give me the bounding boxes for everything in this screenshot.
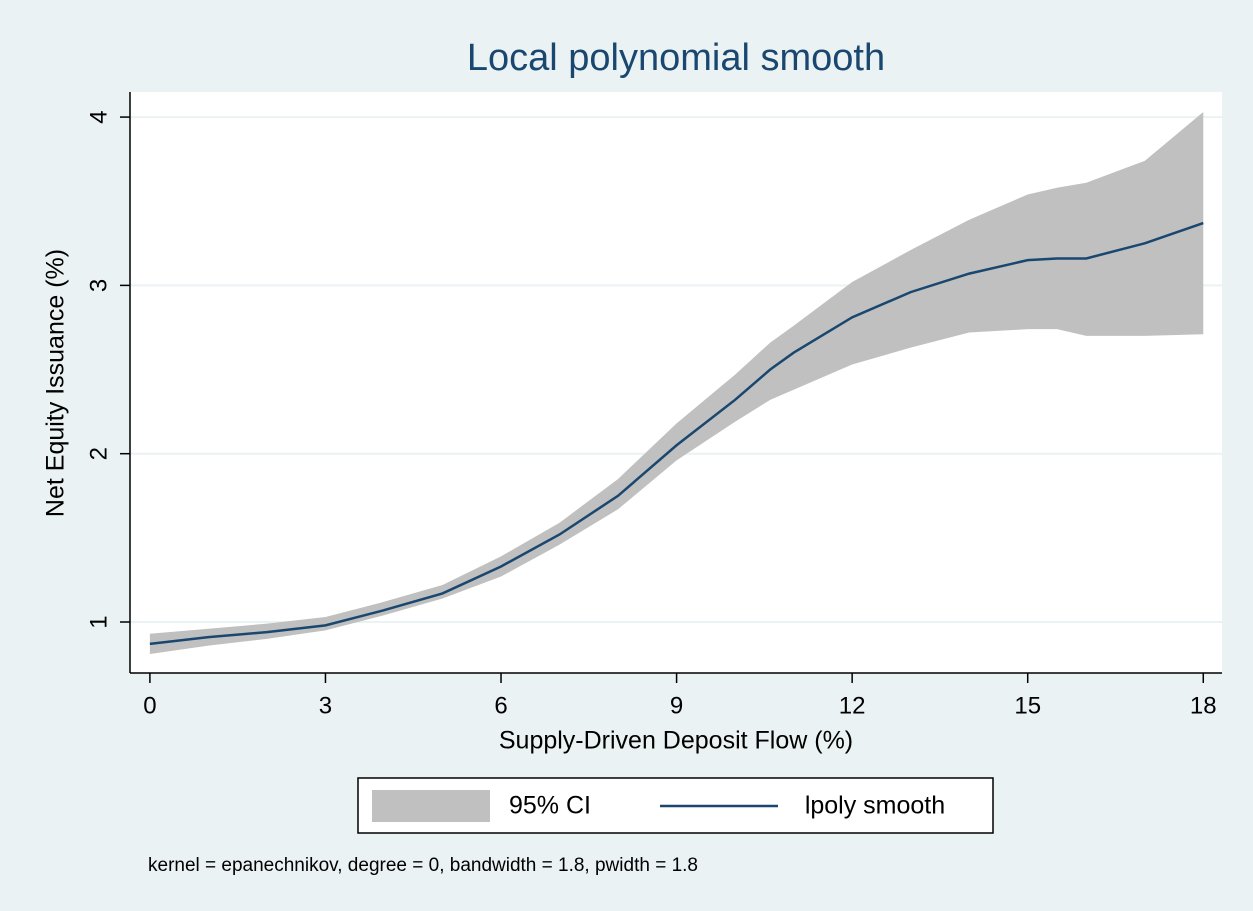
y-tick-label: 2 bbox=[85, 447, 112, 460]
x-tick-label: 6 bbox=[494, 692, 507, 719]
x-tick-label: 9 bbox=[670, 692, 683, 719]
legend-swatch bbox=[372, 790, 490, 822]
y-tick-label: 3 bbox=[85, 279, 112, 292]
plot-area bbox=[130, 92, 1222, 673]
legend-label: lpoly smooth bbox=[805, 792, 945, 820]
x-axis-label: Supply-Driven Deposit Flow (%) bbox=[499, 727, 853, 755]
x-tick-label: 0 bbox=[143, 692, 156, 719]
legend-label: 95% CI bbox=[509, 792, 591, 820]
x-tick-label: 15 bbox=[1014, 692, 1041, 719]
ci-band bbox=[149, 112, 1204, 654]
y-axis-label: Net Equity Issuance (%) bbox=[42, 249, 70, 517]
note: kernel = epanechnikov, degree = 0, bandw… bbox=[148, 855, 698, 876]
x-tick-label: 3 bbox=[319, 692, 332, 719]
y-tick-label: 4 bbox=[85, 110, 112, 123]
smooth-line bbox=[149, 221, 1204, 646]
chart-title: Local polynomial smooth bbox=[467, 37, 885, 79]
y-tick-label: 1 bbox=[85, 615, 112, 628]
x-tick-label: 12 bbox=[839, 692, 866, 719]
x-tick-label: 18 bbox=[1190, 692, 1217, 719]
